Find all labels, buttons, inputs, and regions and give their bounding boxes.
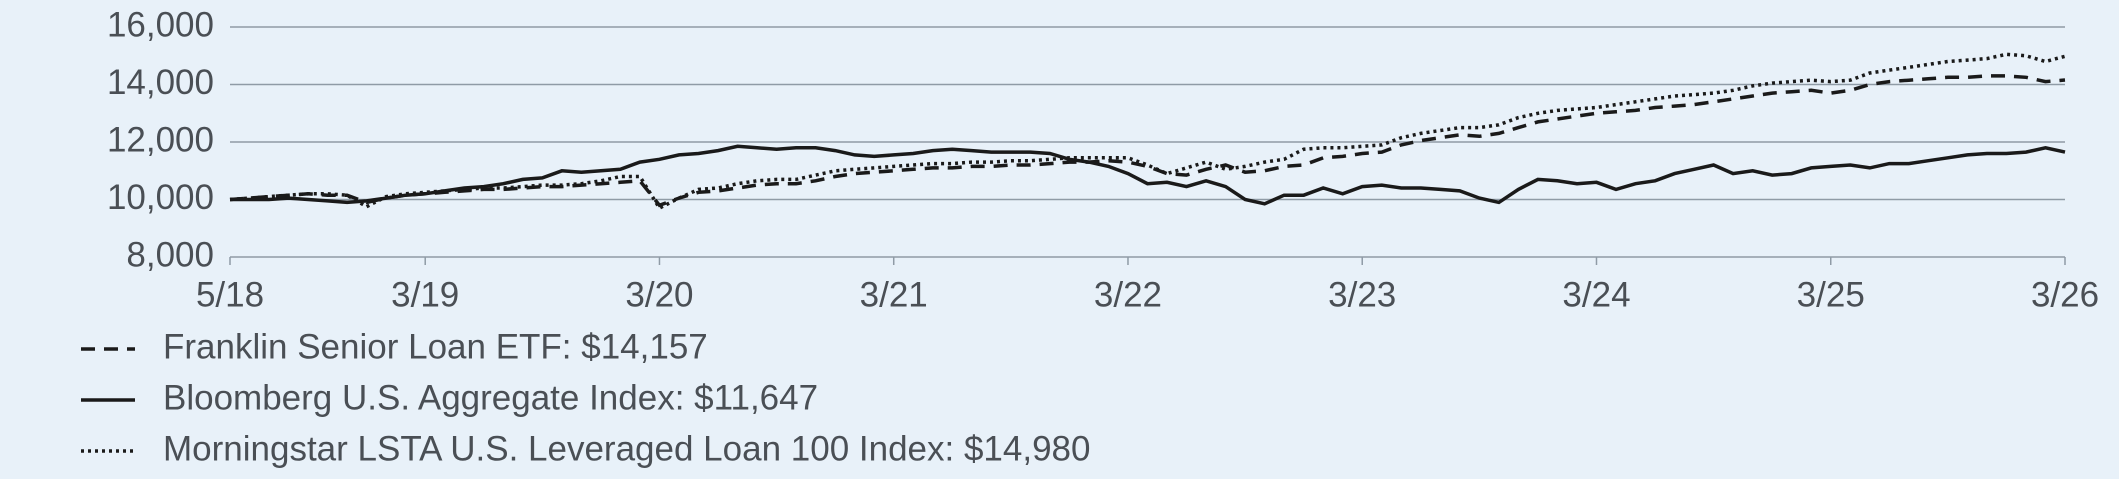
x-tick-label: 3/19 bbox=[391, 275, 459, 314]
series-line bbox=[229, 74, 2066, 208]
x-tick-label: 3/21 bbox=[860, 275, 928, 314]
series-line bbox=[230, 144, 2066, 206]
x-tick-label: 3/24 bbox=[1562, 275, 1630, 314]
x-tick-label: 3/20 bbox=[625, 275, 693, 314]
x-tick-label: 5/18 bbox=[196, 275, 264, 314]
y-tick-label: 12,000 bbox=[107, 120, 214, 159]
y-tick-label: 8,000 bbox=[126, 235, 214, 274]
legend-label: Morningstar LSTA U.S. Leveraged Loan 100… bbox=[163, 429, 1090, 468]
y-tick-label: 14,000 bbox=[107, 63, 214, 102]
x-tick-label: 3/26 bbox=[2031, 275, 2099, 314]
x-tick-label: 3/23 bbox=[1328, 275, 1396, 314]
legend-label: Bloomberg U.S. Aggregate Index: $11,647 bbox=[163, 378, 818, 417]
legend-label: Franklin Senior Loan ETF: $14,157 bbox=[163, 327, 708, 366]
x-tick-label: 3/25 bbox=[1797, 275, 1865, 314]
x-tick-label: 3/22 bbox=[1094, 275, 1162, 314]
series-line bbox=[229, 52, 2066, 211]
y-tick-label: 10,000 bbox=[107, 178, 214, 217]
y-tick-label: 16,000 bbox=[107, 5, 214, 44]
